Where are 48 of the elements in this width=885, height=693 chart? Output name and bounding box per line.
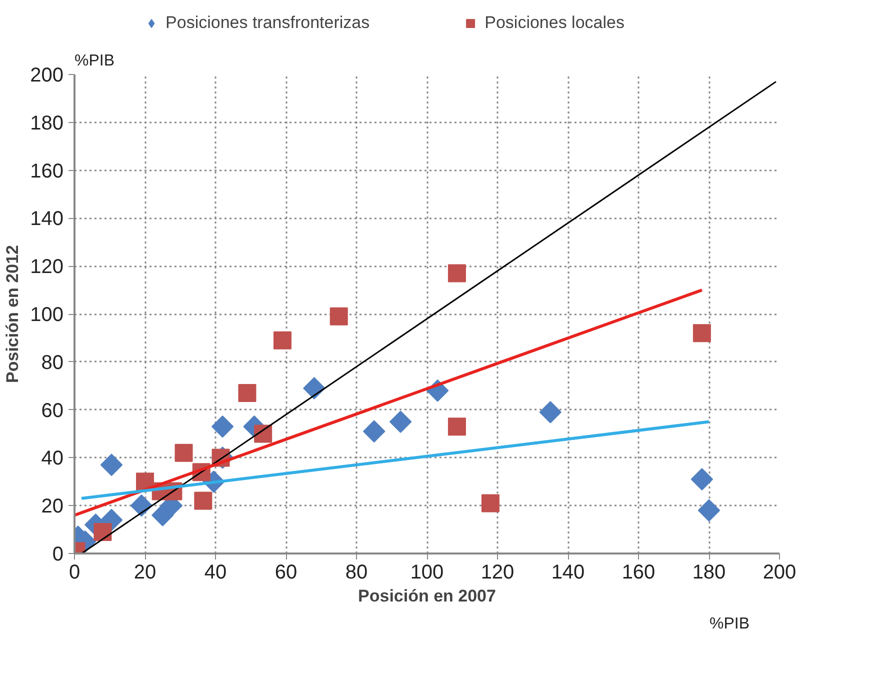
x-tick-label: 200	[762, 562, 796, 584]
y-tick-label: 200	[30, 64, 64, 86]
point	[448, 418, 466, 436]
y-axis-title: Posición en 2012	[3, 245, 22, 383]
y-tick-label: 100	[30, 304, 64, 326]
point	[698, 499, 720, 522]
y-tick-label: 60	[41, 400, 64, 422]
point	[100, 454, 123, 476]
point	[174, 444, 193, 462]
point	[330, 307, 348, 326]
x-tick-label: 40	[204, 562, 227, 584]
y-tick-label: 20	[41, 496, 64, 518]
x-tick-label: 100	[410, 562, 444, 584]
y-tick-label: 180	[30, 112, 64, 134]
point	[539, 401, 562, 424]
point	[448, 264, 466, 282]
x-tick-label: 180	[692, 562, 726, 584]
point	[303, 377, 326, 400]
text: %PIB	[74, 52, 115, 70]
point	[194, 492, 212, 510]
x-tick-label: 120	[480, 562, 514, 584]
y-tick-label: 40	[41, 448, 64, 470]
y-tick-label: 140	[30, 208, 64, 230]
y-tick-label: 0	[52, 544, 64, 566]
point	[94, 522, 112, 541]
point	[238, 384, 256, 402]
point	[690, 468, 714, 490]
x-tick-label: 60	[274, 562, 298, 584]
x-tick-label: 0	[68, 562, 80, 584]
x-tick-label: 160	[622, 562, 656, 584]
legend-label: Posiciones transfronterizas	[166, 12, 370, 32]
y-tick-label: 160	[30, 160, 64, 182]
point	[692, 324, 711, 342]
text: %PIB	[709, 616, 750, 632]
x-axis-title: Posición en 2007	[358, 586, 496, 606]
point	[363, 420, 386, 442]
point	[481, 494, 500, 512]
y-tick-label: 120	[30, 256, 64, 278]
x-tick-label: 140	[551, 562, 585, 584]
point	[254, 424, 272, 443]
legend-label: Posiciones locales	[484, 12, 624, 32]
point	[389, 410, 412, 433]
x-tick-label: 80	[345, 562, 368, 584]
point	[273, 331, 292, 350]
y-tick-label: 80	[41, 352, 64, 374]
point	[211, 415, 234, 438]
point	[130, 494, 153, 517]
x-tick-label: 20	[134, 562, 156, 584]
